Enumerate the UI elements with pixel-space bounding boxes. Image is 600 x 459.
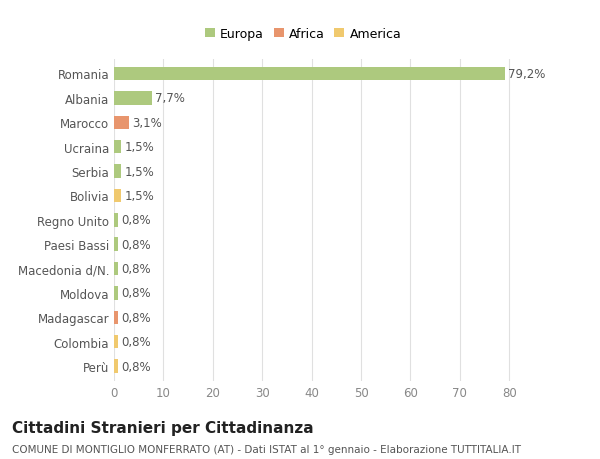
Bar [114, 238, 118, 252]
Text: 0,8%: 0,8% [121, 287, 151, 300]
Text: 0,8%: 0,8% [121, 214, 151, 227]
Text: 79,2%: 79,2% [508, 68, 545, 81]
Bar [114, 336, 118, 349]
Bar [114, 165, 121, 179]
Text: 3,1%: 3,1% [132, 117, 162, 129]
Text: 0,8%: 0,8% [121, 360, 151, 373]
Text: 0,8%: 0,8% [121, 263, 151, 275]
Bar [114, 189, 121, 203]
Text: 1,5%: 1,5% [124, 165, 154, 178]
Bar [114, 140, 121, 154]
Bar [114, 116, 130, 129]
Text: 0,8%: 0,8% [121, 336, 151, 348]
Bar [114, 262, 118, 276]
Bar [114, 92, 152, 105]
Bar [114, 360, 118, 373]
Bar [114, 213, 118, 227]
Text: 1,5%: 1,5% [124, 190, 154, 202]
Text: Cittadini Stranieri per Cittadinanza: Cittadini Stranieri per Cittadinanza [12, 420, 314, 435]
Text: COMUNE DI MONTIGLIO MONFERRATO (AT) - Dati ISTAT al 1° gennaio - Elaborazione TU: COMUNE DI MONTIGLIO MONFERRATO (AT) - Da… [12, 444, 521, 454]
Bar [114, 311, 118, 325]
Legend: Europa, Africa, America: Europa, Africa, America [201, 24, 405, 45]
Bar [114, 287, 118, 300]
Text: 0,8%: 0,8% [121, 238, 151, 251]
Text: 1,5%: 1,5% [124, 141, 154, 154]
Bar [114, 67, 505, 81]
Text: 7,7%: 7,7% [155, 92, 185, 105]
Text: 0,8%: 0,8% [121, 311, 151, 324]
